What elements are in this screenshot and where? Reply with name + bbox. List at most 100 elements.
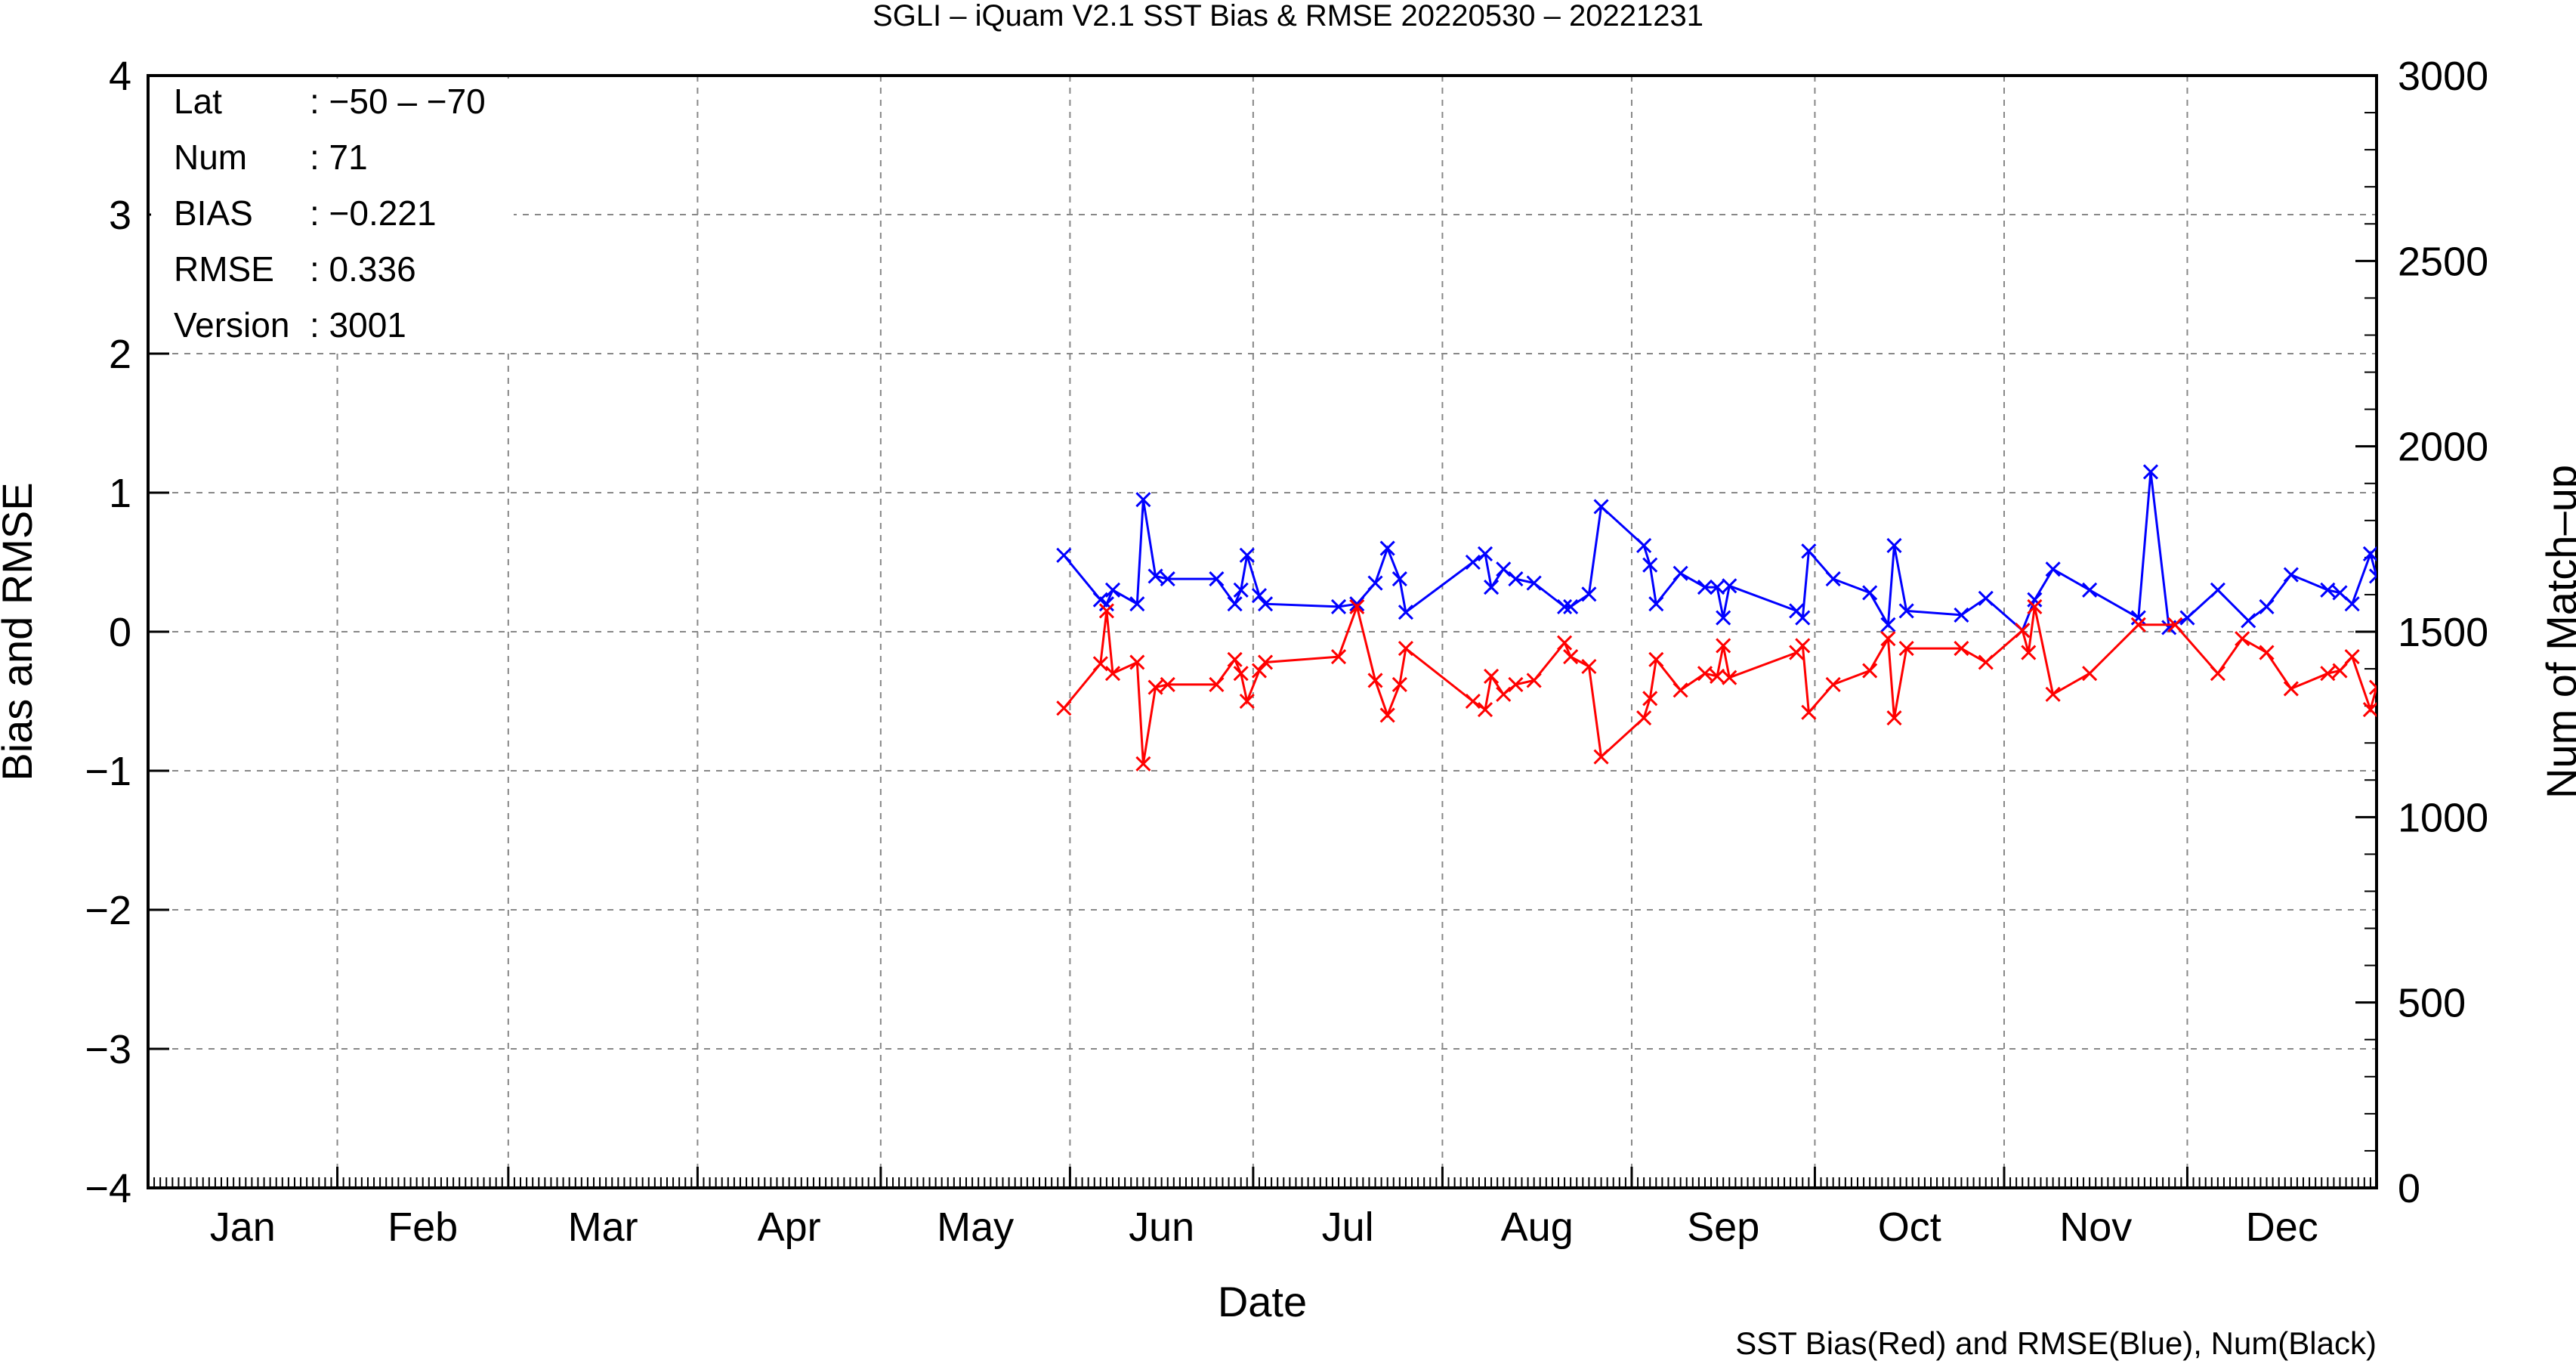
data-point-bias [1147, 679, 1163, 695]
data-point-bias [1391, 676, 1407, 692]
data-point-rmse [1477, 546, 1493, 562]
data-point-rmse [1722, 578, 1737, 594]
data-point-bias [2259, 645, 2275, 660]
data-point-bias [1330, 649, 1347, 665]
data-point-bias [1398, 641, 1413, 657]
data-point-bias [1227, 651, 1243, 667]
x-tick-label: Feb [388, 1205, 458, 1250]
stat-value: : 71 [310, 138, 368, 177]
data-point-rmse [2210, 582, 2225, 598]
data-point-bias [1367, 673, 1383, 688]
data-point-rmse [1147, 568, 1163, 584]
data-point-rmse [1825, 571, 1841, 587]
x-tick-label: May [937, 1205, 1014, 1250]
stat-value: : −50 – −70 [310, 82, 486, 121]
y2-tick-label: 2000 [2398, 425, 2488, 470]
data-point-bias [1092, 656, 1108, 672]
data-point-rmse [1801, 543, 1817, 559]
x-tick-label: Jan [210, 1205, 276, 1250]
y-tick-label: 2 [109, 332, 131, 377]
data-point-bias [1508, 676, 1524, 692]
x-tick-label: Nov [2059, 1205, 2132, 1250]
data-point-bias [1825, 676, 1841, 692]
data-point-rmse [1862, 585, 1878, 601]
data-point-rmse [1673, 565, 1688, 581]
data-point-rmse [1239, 547, 1255, 563]
data-point-bias [1496, 686, 1512, 702]
data-point-rmse [2344, 596, 2360, 612]
data-point-rmse [1233, 582, 1249, 598]
stat-value: : 0.336 [310, 249, 416, 289]
stat-key: Version [174, 305, 289, 345]
data-point-rmse [1642, 557, 1658, 573]
data-point-bias [1233, 666, 1249, 682]
y2-tick-label: 500 [2398, 981, 2466, 1026]
y-tick-label: 4 [109, 54, 131, 99]
data-point-rmse [2259, 598, 2275, 614]
y-axis-ticks: 4 3 2 1 0 −1 −2 −3 −4 [85, 54, 169, 1211]
data-point-bias [1581, 658, 1597, 675]
data-point-bias [1710, 668, 1725, 684]
data-point-rmse [1129, 596, 1145, 612]
data-point-rmse [1496, 561, 1512, 577]
data-point-rmse [2179, 610, 2195, 626]
stat-key: RMSE [174, 249, 274, 289]
data-point-bias [1697, 666, 1713, 682]
x-tick-label: Mar [568, 1205, 638, 1250]
data-point-bias [2021, 645, 2037, 660]
data-point-bias [2362, 701, 2377, 718]
data-point-bias [2283, 681, 2299, 697]
x-tick-label: Jul [1322, 1205, 1374, 1250]
data-point-bias [1104, 666, 1121, 682]
data-point-bias [1795, 638, 1811, 654]
data-point-bias [1484, 668, 1500, 684]
data-point-bias [1379, 707, 1395, 723]
data-point-bias [2130, 617, 2146, 632]
data-point-rmse [1880, 617, 1896, 632]
data-point-rmse [1710, 580, 1725, 595]
data-point-bias [2235, 631, 2250, 647]
data-point-bias [1477, 701, 1493, 718]
y2-tick-label: 2500 [2398, 239, 2488, 284]
stats-box-bg [151, 79, 514, 351]
gridlines [148, 76, 2377, 1188]
data-point-bias [1465, 693, 1481, 710]
data-point-rmse [1257, 596, 1274, 612]
data-point-bias [1056, 700, 1072, 716]
data-point-rmse [2283, 567, 2299, 583]
data-point-rmse [2082, 582, 2098, 598]
data-point-rmse [1209, 571, 1225, 587]
data-point-bias [1880, 631, 1896, 647]
data-point-rmse [2332, 585, 2348, 601]
data-point-bias [2210, 666, 2225, 682]
stat-key: BIAS [174, 193, 253, 233]
data-point-rmse [1563, 598, 1579, 614]
data-point-bias [1801, 704, 1817, 720]
data-point-rmse [1160, 571, 1175, 587]
data-point-bias [1862, 663, 1878, 679]
y-tick-label: −2 [85, 888, 131, 933]
data-point-bias [1135, 756, 1151, 772]
data-point-bias [1526, 673, 1542, 688]
data-point-rmse [1398, 605, 1413, 620]
data-point-rmse [1898, 603, 1914, 619]
y-tick-label: −4 [85, 1166, 131, 1211]
data-point-bias [1593, 749, 1609, 765]
data-point-rmse [1367, 575, 1383, 591]
x-axis-label: Date [1218, 1278, 1307, 1325]
data-point-rmse [1795, 610, 1811, 626]
data-point-rmse [1648, 596, 1664, 612]
data-point-bias [1098, 603, 1114, 619]
data-point-rmse [2320, 582, 2336, 598]
data-point-bias [1160, 676, 1175, 692]
data-point-rmse [2362, 546, 2377, 562]
x-tick-label: Sep [1687, 1205, 1759, 1250]
data-point-bias [2045, 686, 2061, 702]
data-point-bias [1129, 654, 1145, 670]
y-tick-label: 1 [109, 471, 131, 516]
data-point-bias [1349, 598, 1365, 614]
data-point-rmse [1330, 598, 1347, 614]
footer-legend: SST Bias(Red) and RMSE(Blue), Num(Black) [1735, 1325, 2377, 1361]
data-point-bias [2332, 663, 2348, 679]
